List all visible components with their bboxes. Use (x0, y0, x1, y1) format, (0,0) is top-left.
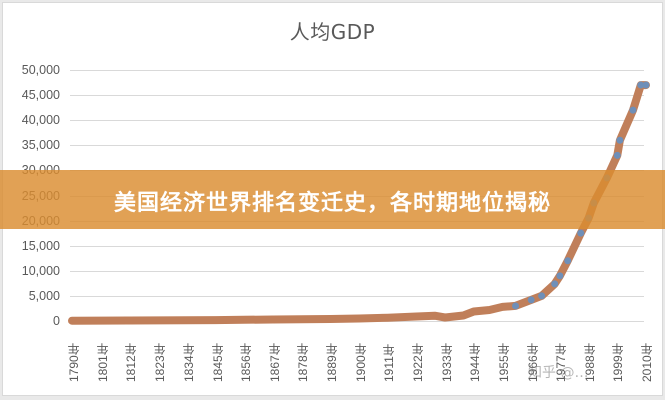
y-tick-label: 45,000 (21, 88, 60, 102)
watermark: 知乎 @… (528, 365, 589, 381)
chart-title: 人均GDP (289, 20, 376, 44)
title-banner (0, 170, 665, 229)
data-point (551, 280, 559, 288)
gridline (70, 296, 644, 297)
gridline (70, 70, 644, 71)
gridline (70, 95, 644, 96)
y-tick-label: 5,000 (28, 289, 60, 303)
data-point (538, 292, 546, 300)
y-tick-label: 0 (53, 314, 60, 328)
data-point (637, 81, 645, 89)
gridline (70, 246, 644, 247)
banner-title: 美国经济世界排名变迁史，各时期地位揭秘 (113, 191, 551, 216)
data-point (629, 106, 637, 114)
y-tick-label: 40,000 (21, 113, 60, 127)
data-point (564, 257, 572, 265)
y-tick-label: 15,000 (21, 239, 60, 253)
gridline (70, 145, 644, 146)
data-point (642, 81, 650, 89)
data-point (512, 302, 520, 310)
y-tick-label: 35,000 (21, 138, 60, 152)
data-point (556, 272, 564, 280)
gridline (70, 120, 644, 121)
y-tick-label: 10,000 (21, 264, 60, 278)
data-point (616, 136, 624, 144)
data-point (527, 296, 535, 304)
data-point (577, 229, 585, 237)
gridline (70, 271, 644, 272)
y-tick-label: 50,000 (21, 63, 60, 77)
data-point (613, 151, 621, 159)
